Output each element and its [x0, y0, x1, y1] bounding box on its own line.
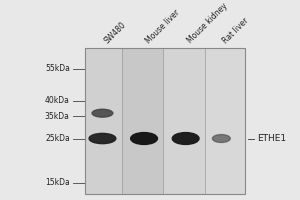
Bar: [164, 48, 205, 194]
Text: 40kDa: 40kDa: [45, 96, 70, 105]
Ellipse shape: [212, 135, 230, 142]
Bar: [205, 48, 245, 194]
Bar: [85, 48, 122, 194]
Ellipse shape: [172, 133, 199, 144]
Text: Mouse kidney: Mouse kidney: [186, 2, 229, 45]
Text: 35kDa: 35kDa: [45, 112, 70, 121]
Text: Rat liver: Rat liver: [221, 16, 250, 45]
Bar: [85, 48, 245, 194]
Ellipse shape: [89, 133, 116, 144]
Text: 15kDa: 15kDa: [45, 178, 70, 187]
Text: ETHE1: ETHE1: [257, 134, 286, 143]
Ellipse shape: [92, 109, 113, 117]
Text: SW480: SW480: [102, 20, 128, 45]
Text: 55kDa: 55kDa: [45, 64, 70, 73]
Ellipse shape: [131, 133, 158, 144]
Text: 25kDa: 25kDa: [45, 134, 70, 143]
Text: Mouse liver: Mouse liver: [144, 8, 182, 45]
Bar: [122, 48, 164, 194]
